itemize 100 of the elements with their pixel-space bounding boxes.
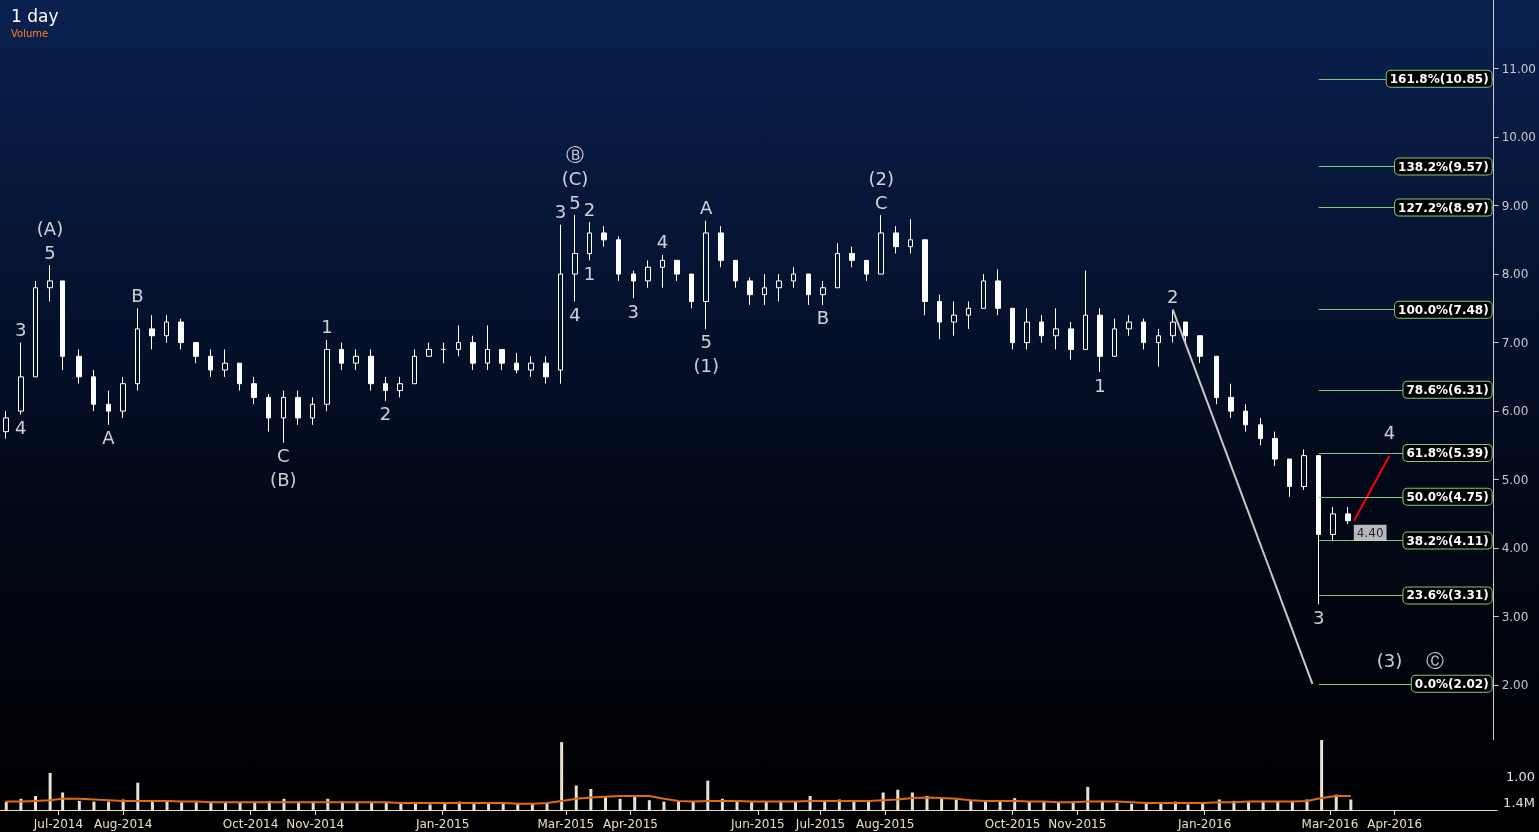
- ref-line-label: 138.2%(9.57): [1398, 159, 1489, 174]
- bar: [355, 803, 359, 810]
- annotation: (A): [36, 217, 64, 239]
- candlestick: [908, 218, 913, 255]
- y-tick-label: 4.00: [1501, 541, 1529, 556]
- candlestick: [776, 273, 782, 302]
- x-tick-label: Jul-2015: [794, 817, 846, 831]
- bar: [1130, 803, 1134, 810]
- annotation: Ⓑ: [565, 143, 584, 165]
- candlestick: [1183, 321, 1188, 344]
- y-tick-label: 2.00: [1501, 678, 1529, 693]
- bar: [954, 799, 958, 810]
- x-tick-label: Jun-2015: [730, 817, 785, 831]
- x-tick-label: Jan-2016: [1177, 817, 1232, 831]
- candlestick: [1097, 307, 1103, 373]
- candlestick: [835, 242, 840, 289]
- annotation: 5: [700, 331, 712, 353]
- candlestick: [806, 273, 811, 306]
- annotation: B: [131, 284, 144, 306]
- candlestick: [149, 314, 155, 350]
- candlestick: [470, 335, 476, 371]
- candlestick: [616, 235, 621, 282]
- bar: [633, 796, 637, 810]
- candlestick: [543, 355, 549, 385]
- candlestick: [1272, 431, 1278, 467]
- y-tick-label: 9.00: [1501, 198, 1529, 213]
- bar: [1320, 740, 1324, 810]
- candlestick: [1141, 318, 1146, 350]
- bar: [589, 789, 593, 810]
- bar: [136, 782, 140, 810]
- candlestick: [33, 280, 38, 378]
- annotation: 4.40: [1356, 525, 1384, 540]
- candlestick: [106, 390, 111, 426]
- candlestick: [1156, 328, 1161, 368]
- annotation: A: [102, 427, 116, 449]
- candlestick: [1345, 506, 1351, 525]
- candlestick: [1170, 309, 1176, 344]
- candlestick: [660, 254, 665, 289]
- annotation: (1): [693, 355, 719, 377]
- bar: [677, 801, 681, 810]
- candlestick: [499, 348, 505, 371]
- annotation: B: [816, 307, 830, 329]
- candlestick: [76, 348, 82, 385]
- candlestick: [849, 246, 855, 268]
- y-tick-label: 11.00: [1501, 61, 1537, 76]
- x-tick-label: Apr-2016: [1367, 817, 1423, 831]
- annotation: (C): [561, 167, 589, 189]
- candlestick: [1126, 314, 1132, 337]
- bar: [77, 800, 81, 810]
- ref-line-label: 161.8%(10.85): [1389, 71, 1489, 86]
- annotation: (3): [1376, 650, 1403, 672]
- candlestick: [674, 259, 680, 282]
- chart-title: 1 day: [11, 5, 59, 26]
- bar: [107, 801, 111, 810]
- candlestick: [937, 294, 942, 340]
- candlestick: [441, 342, 446, 364]
- candlestick: [47, 264, 53, 302]
- bar: [852, 801, 856, 810]
- annotation: 5: [44, 241, 56, 263]
- candlestick: [1258, 417, 1263, 446]
- ref-line-label: 0.0%(2.02): [1414, 676, 1489, 691]
- x-tick-label: Nov-2015: [1048, 817, 1107, 831]
- bar: [1115, 803, 1119, 810]
- x-tick-label: Nov-2014: [286, 817, 345, 831]
- candlestick: [514, 352, 519, 374]
- annotation: 4: [656, 231, 669, 253]
- x-tick-label: Jul-2014: [32, 817, 84, 831]
- y-tick-label: 5.00: [1501, 472, 1529, 487]
- annotation: 1: [583, 262, 596, 284]
- candlestick: [645, 259, 651, 289]
- x-tick-label: Aug-2015: [856, 817, 915, 831]
- candlestick: [91, 369, 96, 412]
- annotation: 5: [569, 191, 581, 213]
- candlestick: [733, 259, 738, 289]
- candlestick: [995, 268, 1001, 316]
- candlestick: [193, 342, 199, 364]
- candlestick: [18, 342, 24, 416]
- text: Volume: [11, 27, 49, 39]
- bar: [969, 800, 973, 810]
- x-tick-label: Oct-2015: [984, 817, 1041, 831]
- annotation: C: [874, 191, 888, 213]
- ref-line-label: 23.6%(3.31): [1406, 588, 1489, 603]
- candlestick: [1287, 458, 1292, 498]
- candlestick: [587, 221, 592, 261]
- y-tick-label: 7.00: [1501, 335, 1529, 350]
- candlestick: [1112, 318, 1117, 357]
- candlestick: [1228, 383, 1234, 419]
- candlestick: [485, 324, 490, 371]
- candlestick: [864, 259, 869, 282]
- candlestick: [689, 273, 694, 309]
- bar: [662, 801, 666, 810]
- candlestick: [966, 300, 971, 330]
- candlestick: [310, 396, 315, 426]
- candlestick: [951, 300, 957, 337]
- candlestick: [1301, 448, 1307, 491]
- candlestick: [412, 348, 417, 385]
- annotation: 3: [15, 319, 27, 341]
- candlestick: [237, 362, 242, 392]
- candlestick: [251, 376, 257, 405]
- bar: [706, 780, 710, 810]
